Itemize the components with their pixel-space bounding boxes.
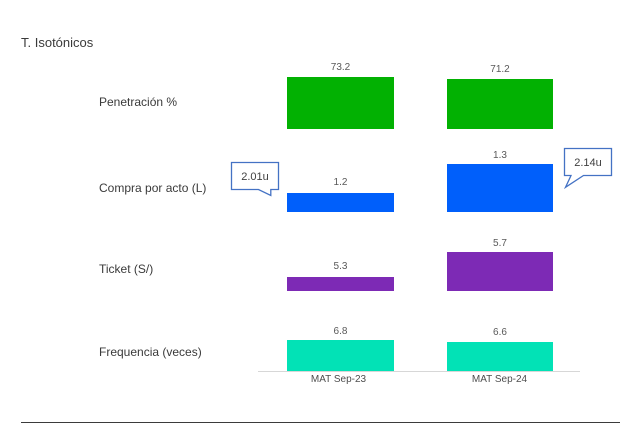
svg-text:2.14u: 2.14u [574, 157, 602, 169]
svg-text:2.01u: 2.01u [241, 171, 269, 183]
